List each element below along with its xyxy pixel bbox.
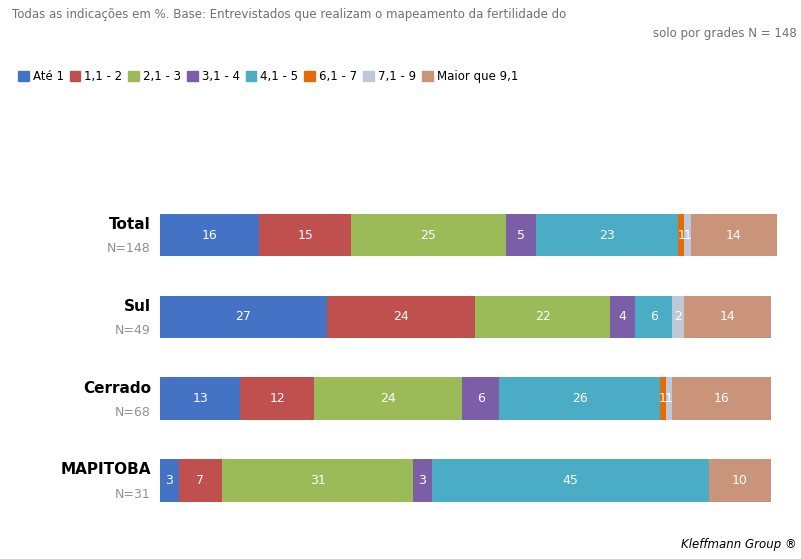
Bar — [259, 214, 352, 257]
Bar — [160, 214, 259, 257]
Text: 24: 24 — [380, 392, 396, 405]
Text: 14: 14 — [720, 310, 735, 323]
Bar — [413, 459, 432, 502]
Bar — [179, 459, 222, 502]
Text: 16: 16 — [714, 392, 730, 405]
Bar — [709, 459, 771, 502]
Bar — [672, 377, 771, 420]
Text: 23: 23 — [599, 229, 615, 241]
Text: 7: 7 — [196, 474, 204, 487]
Text: 1: 1 — [683, 229, 691, 241]
Text: 12: 12 — [269, 392, 285, 405]
Text: N=68: N=68 — [115, 406, 151, 419]
Bar — [635, 296, 672, 338]
Text: 45: 45 — [562, 474, 578, 487]
Bar — [610, 296, 635, 338]
Text: 4: 4 — [619, 310, 626, 323]
Text: 3: 3 — [166, 474, 173, 487]
Text: 13: 13 — [192, 392, 208, 405]
Bar — [672, 296, 684, 338]
Text: 1: 1 — [659, 392, 666, 405]
Text: N=31: N=31 — [115, 488, 151, 501]
Bar — [475, 296, 610, 338]
Bar — [505, 214, 537, 257]
Bar — [160, 377, 240, 420]
Bar — [537, 214, 678, 257]
Text: Kleffmann Group ®: Kleffmann Group ® — [681, 538, 797, 551]
Text: 1: 1 — [678, 229, 686, 241]
Bar — [678, 214, 684, 257]
Bar — [160, 296, 327, 338]
Bar — [500, 377, 660, 420]
Text: 2: 2 — [674, 310, 682, 323]
Bar — [315, 377, 462, 420]
Text: MAPITOBA: MAPITOBA — [60, 462, 151, 477]
Text: 6: 6 — [650, 310, 658, 323]
Text: Todas as indicações em %. Base: Entrevistados que realizam o mapeamento da ferti: Todas as indicações em %. Base: Entrevis… — [12, 8, 566, 21]
Text: 1: 1 — [665, 392, 673, 405]
Bar — [240, 377, 315, 420]
Text: 27: 27 — [235, 310, 252, 323]
Text: solo por grades N = 148: solo por grades N = 148 — [654, 27, 797, 40]
Text: 31: 31 — [310, 474, 325, 487]
Text: 22: 22 — [535, 310, 550, 323]
Text: 16: 16 — [202, 229, 217, 241]
Bar — [222, 459, 413, 502]
Bar — [462, 377, 500, 420]
Text: Total: Total — [109, 217, 151, 232]
Bar — [690, 214, 777, 257]
Text: Sul: Sul — [124, 299, 151, 314]
Text: 14: 14 — [726, 229, 742, 241]
Bar — [327, 296, 475, 338]
Bar — [684, 214, 690, 257]
Text: 5: 5 — [517, 229, 525, 241]
Text: N=148: N=148 — [107, 243, 151, 255]
Bar — [352, 214, 505, 257]
Text: 3: 3 — [418, 474, 426, 487]
Text: N=49: N=49 — [115, 324, 151, 337]
Text: 6: 6 — [477, 392, 485, 405]
Text: 26: 26 — [572, 392, 587, 405]
Text: 10: 10 — [732, 474, 748, 487]
Legend: Até 1, 1,1 - 2, 2,1 - 3, 3,1 - 4, 4,1 - 5, 6,1 - 7, 7,1 - 9, Maior que 9,1: Até 1, 1,1 - 2, 2,1 - 3, 3,1 - 4, 4,1 - … — [18, 70, 518, 83]
Bar — [666, 377, 672, 420]
Text: 15: 15 — [297, 229, 313, 241]
Text: 24: 24 — [392, 310, 409, 323]
Bar — [684, 296, 771, 338]
Bar — [160, 459, 179, 502]
Bar — [432, 459, 709, 502]
Text: 25: 25 — [421, 229, 437, 241]
Bar — [660, 377, 666, 420]
Text: Cerrado: Cerrado — [83, 381, 151, 396]
